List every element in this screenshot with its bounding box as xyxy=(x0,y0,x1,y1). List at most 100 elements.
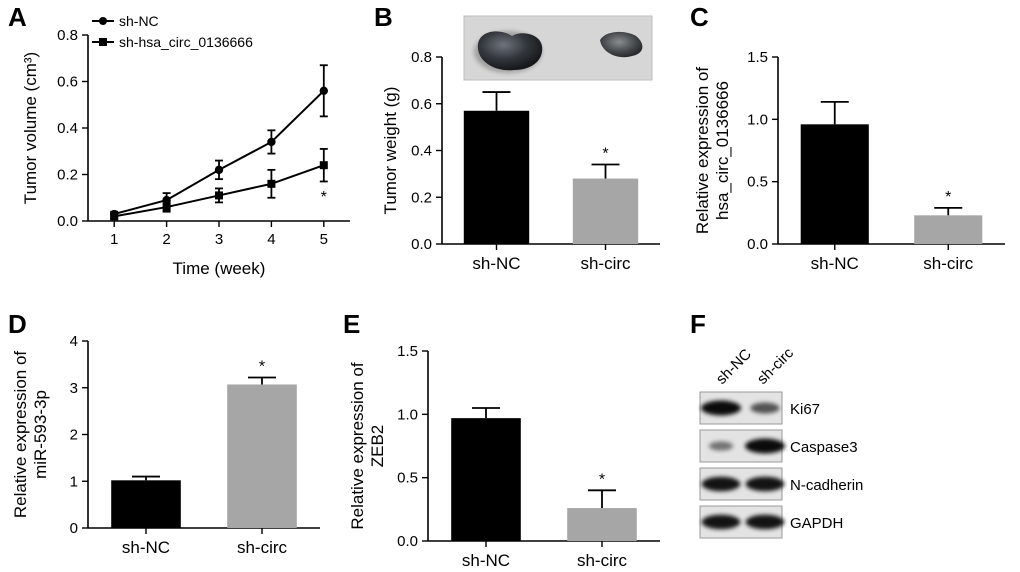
y-axis-title: hsa_circ_0136666 xyxy=(713,81,732,220)
blot-row-label: Caspase3 xyxy=(790,439,858,456)
legend-label: sh-NC xyxy=(119,13,159,29)
legend-marker xyxy=(99,38,107,46)
x-tick-label: 3 xyxy=(215,231,223,248)
panel-letter: F xyxy=(690,309,706,339)
panel-c: C 0.0 0.5 1.0 1.5 Relative expression of hsa_c… xyxy=(690,2,1005,273)
bar-sh-NC xyxy=(111,480,181,528)
x-tick-label: sh-circ xyxy=(923,254,974,273)
y-tick-label: 2 xyxy=(70,427,78,444)
tumor-small xyxy=(600,31,643,58)
panel-letter: D xyxy=(8,309,27,339)
x-axis-title: Time (week) xyxy=(173,259,266,278)
y-tick-label: 0.8 xyxy=(57,27,78,44)
panel-letter: A xyxy=(8,2,27,32)
y-axis-title: miR-593-3p xyxy=(31,390,50,479)
significance-star: * xyxy=(259,358,265,375)
x-tick-label: sh-circ xyxy=(580,254,631,273)
blot-band xyxy=(701,400,741,416)
data-point xyxy=(110,212,119,221)
y-axis-title: Relative expression of xyxy=(693,67,712,235)
blot-band xyxy=(701,514,741,530)
lane-label: sh-circ xyxy=(754,344,798,388)
y-axis-title: Tumor volume (cm³) xyxy=(21,52,40,204)
panel-e: E 0.0 0.5 1.0 1.5 Relative expression of ZEB2 s… xyxy=(343,309,660,570)
panel-letter: B xyxy=(374,2,393,32)
data-point xyxy=(319,161,328,170)
bar-sh-NC xyxy=(463,110,530,244)
data-point xyxy=(215,191,223,200)
x-tick-label: sh-NC xyxy=(462,551,510,570)
y-tick-label: 0.4 xyxy=(411,143,432,160)
data-point xyxy=(214,165,224,175)
y-tick-label: 0.6 xyxy=(57,74,78,91)
bar-sh-circ xyxy=(227,384,297,528)
y-tick-label: 0.8 xyxy=(411,49,432,66)
legend-label: sh-hsa_circ_0136666 xyxy=(119,34,253,50)
data-point xyxy=(319,86,328,96)
lane-label: sh-NC xyxy=(713,346,755,388)
significance-star: * xyxy=(599,471,605,488)
bar-sh-circ xyxy=(572,178,639,244)
blot-row-label: N-cadherin xyxy=(790,477,863,494)
panel-b: B 0.0 0.2 0.4 0.6 0.8 Tumor weight (g) sh-NC sh-… xyxy=(374,2,660,273)
bar-sh-NC xyxy=(451,418,521,541)
significance-star: * xyxy=(945,189,951,206)
y-axis-title: Relative expression of xyxy=(348,362,367,530)
y-tick-label: 1.5 xyxy=(397,343,418,360)
y-tick-label: 0.0 xyxy=(57,213,78,230)
legend-marker xyxy=(99,17,107,25)
y-tick-label: 4 xyxy=(70,333,78,350)
y-axis-title: Tumor weight (g) xyxy=(381,87,400,215)
x-tick-label: 2 xyxy=(162,231,170,248)
blot-row-caspase3: Caspase3 xyxy=(699,429,858,463)
y-tick-label: 0.2 xyxy=(57,167,78,184)
y-axis-title: ZEB2 xyxy=(368,425,387,468)
blot-row-ki67: Ki67 xyxy=(699,391,820,425)
y-tick-label: 1 xyxy=(70,473,78,490)
x-tick-label: 5 xyxy=(320,231,328,248)
blot-row-label: Ki67 xyxy=(790,401,820,418)
y-tick-label: 0.0 xyxy=(397,533,418,550)
panel-d: D 0 1 2 3 4 Relative expression of miR-593-3p sh… xyxy=(8,309,320,557)
y-tick-label: 3 xyxy=(70,380,78,397)
blot-band xyxy=(745,476,785,492)
x-tick-label: sh-NC xyxy=(472,254,520,273)
blot-row-n-cadherin: N-cadherin xyxy=(699,467,863,501)
y-tick-label: 0.2 xyxy=(411,189,432,206)
blot-band xyxy=(708,441,734,451)
panel-letter: C xyxy=(690,2,709,32)
panel-a: A 0.0 0.2 0.4 0.6 0.8 Tumor volume (cm³) 1 2 3 4 5 T… xyxy=(8,2,350,278)
x-tick-label: sh-NC xyxy=(122,538,170,557)
panel-letter: E xyxy=(343,309,360,339)
y-tick-label: 1.0 xyxy=(397,406,418,423)
blot-band xyxy=(745,438,785,454)
legend: sh-NC sh-hsa_circ_0136666 xyxy=(92,13,253,50)
blot-row-label: GAPDH xyxy=(790,515,843,532)
bar-sh-NC xyxy=(800,124,869,244)
x-tick-label: sh-circ xyxy=(237,538,288,557)
blot-band xyxy=(701,476,741,492)
y-tick-label: 0.5 xyxy=(397,470,418,487)
significance-star: * xyxy=(321,189,327,206)
y-tick-label: 0.5 xyxy=(747,174,768,191)
data-point xyxy=(162,203,171,212)
y-tick-label: 0.6 xyxy=(411,96,432,113)
y-tick-label: 0.0 xyxy=(747,236,768,253)
tumor-photo xyxy=(463,15,653,81)
y-tick-label: 0.0 xyxy=(411,236,432,253)
blot-band xyxy=(745,514,785,530)
blot-row-gapdh: GAPDH xyxy=(699,505,843,539)
bar-sh-circ xyxy=(567,508,637,541)
y-tick-label: 1.5 xyxy=(747,49,768,66)
data-point xyxy=(267,179,276,188)
x-tick-label: 1 xyxy=(110,231,118,248)
y-tick-label: 0.4 xyxy=(57,120,78,137)
x-tick-label: sh-NC xyxy=(811,254,859,273)
bar-sh-circ xyxy=(914,215,983,244)
x-tick-label: sh-circ xyxy=(577,551,628,570)
blot-band xyxy=(750,402,780,414)
x-tick-label: 4 xyxy=(267,231,275,248)
significance-star: * xyxy=(602,146,608,163)
